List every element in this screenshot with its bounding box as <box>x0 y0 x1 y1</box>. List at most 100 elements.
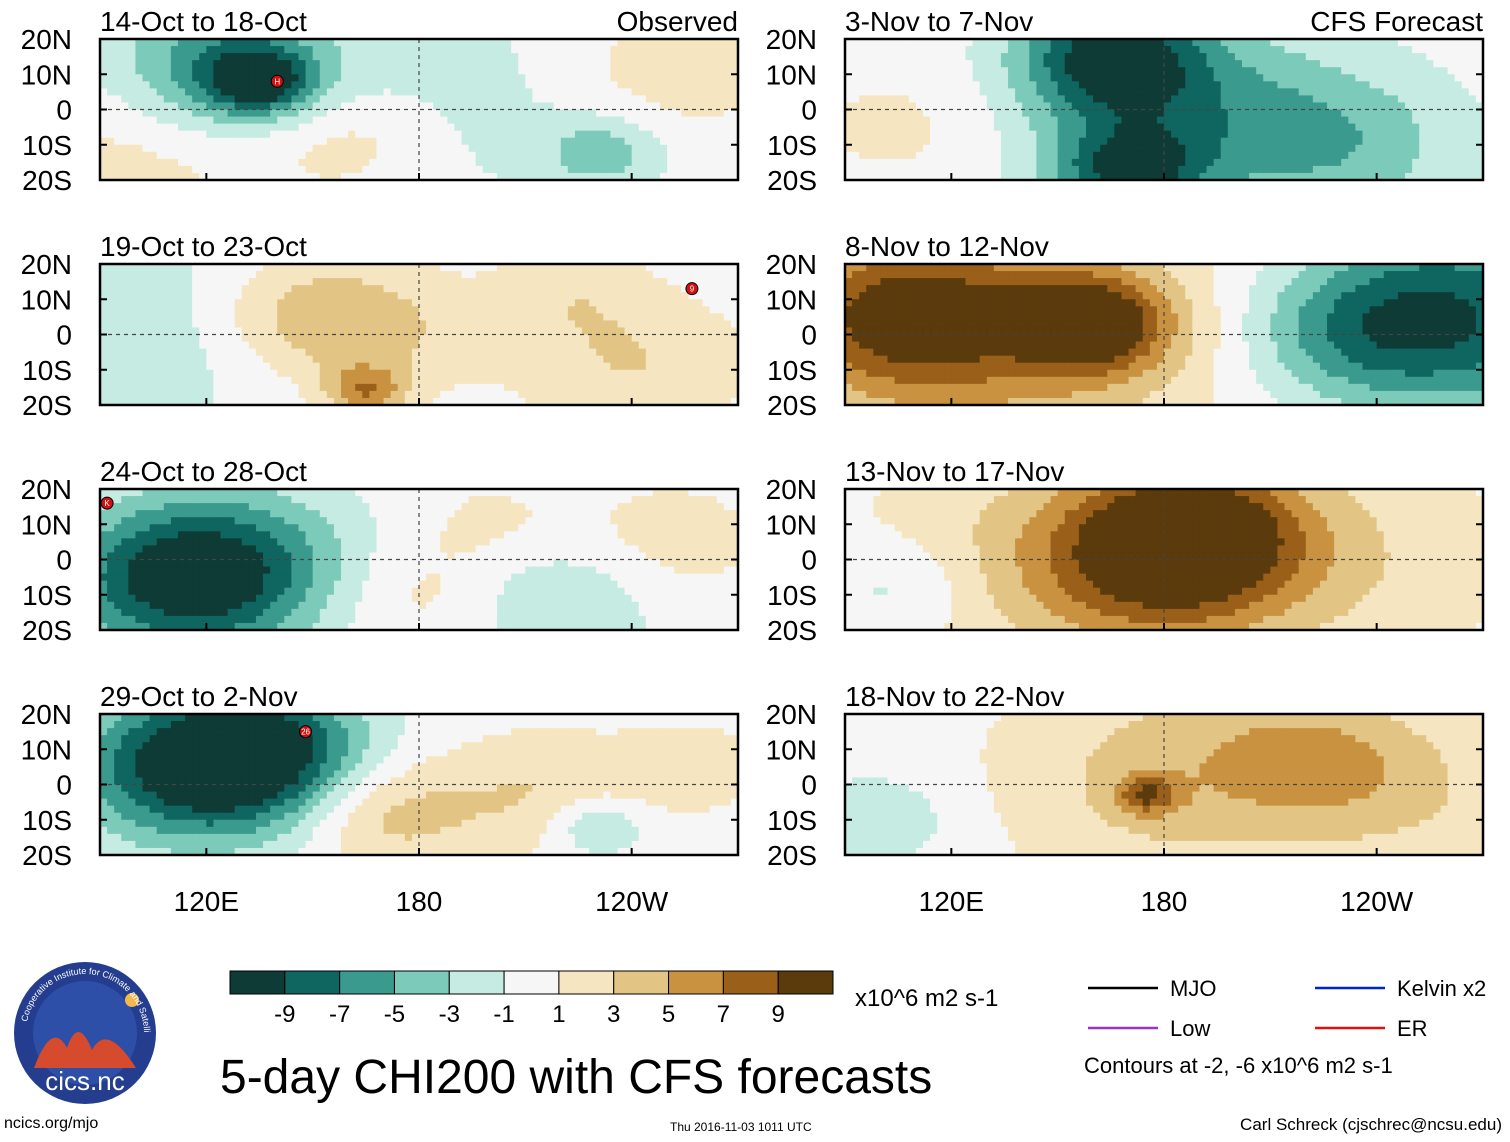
shade-cell <box>624 341 633 350</box>
shade-cell <box>475 144 484 153</box>
shade-cell <box>723 95 732 104</box>
shade-cell <box>560 39 569 47</box>
shade-cell <box>440 81 448 89</box>
shade-cell <box>589 341 597 350</box>
shade-cell <box>475 172 484 180</box>
shade-cell <box>341 88 349 96</box>
shade-cell <box>553 137 562 146</box>
shade-cell <box>333 95 342 104</box>
shade-cell <box>305 53 314 61</box>
shade-cell <box>482 158 491 167</box>
shade-cell <box>142 165 151 174</box>
shade-cell <box>553 172 562 180</box>
shade-cell <box>206 510 215 518</box>
shade-cell <box>199 137 207 146</box>
shade-cell <box>702 292 711 300</box>
shade-cell <box>504 538 512 546</box>
shade-cell <box>220 601 229 610</box>
shade-cell <box>496 517 505 525</box>
shade-cell <box>489 496 498 504</box>
shade-cell <box>348 158 356 167</box>
shade-cell <box>220 362 229 371</box>
shade-cell <box>553 292 562 300</box>
shade-cell <box>525 390 534 399</box>
shade-cell <box>355 615 363 624</box>
shade-cell <box>277 306 285 314</box>
shade-cell <box>121 102 129 111</box>
shade-cell <box>121 608 129 617</box>
shade-cell <box>376 552 385 561</box>
shade-cell <box>411 39 420 47</box>
shade-cell <box>213 383 222 392</box>
shade-cell <box>660 271 668 279</box>
shade-cell <box>206 383 215 392</box>
shade-cell <box>426 376 434 385</box>
shade-cell <box>397 566 406 575</box>
shade-cell <box>199 165 207 174</box>
shade-cell <box>390 369 399 378</box>
shade-cell <box>397 496 406 504</box>
shade-cell <box>284 116 292 125</box>
shade-cell <box>255 587 264 596</box>
shade-cell <box>468 320 477 329</box>
shade-cell <box>248 608 257 617</box>
shade-cell <box>461 622 470 630</box>
shade-cell <box>170 531 179 539</box>
shade-cell <box>730 313 738 321</box>
shade-cell <box>135 102 144 111</box>
shade-cell <box>496 559 505 568</box>
shade-cell <box>213 573 222 582</box>
shade-cell <box>447 559 456 568</box>
shade-cell <box>185 144 193 153</box>
shade-cell <box>624 109 633 118</box>
shade-cell <box>496 376 505 385</box>
shade-cell <box>553 376 562 385</box>
shade-cell <box>135 53 144 61</box>
shade-cell <box>241 573 250 582</box>
shade-cell <box>206 397 215 405</box>
shade-cell <box>227 334 236 343</box>
shade-cell <box>617 67 626 75</box>
shade-cell <box>177 158 186 167</box>
shade-cell <box>709 74 718 82</box>
shade-cell <box>383 292 392 300</box>
shade-cell <box>475 165 484 174</box>
shade-cell <box>114 615 122 624</box>
shade-cell <box>610 390 619 399</box>
shade-cell <box>411 123 420 132</box>
shade-cell <box>454 313 463 321</box>
shade-cell <box>688 53 697 61</box>
shade-cell <box>688 67 697 75</box>
shade-cell <box>461 292 470 300</box>
shade-cell <box>128 151 137 160</box>
shade-cell <box>206 151 215 160</box>
shade-cell <box>142 172 151 180</box>
shade-cell <box>582 39 590 47</box>
shade-cell <box>603 383 611 392</box>
shade-cell <box>645 158 654 167</box>
shade-cell <box>532 278 541 286</box>
shade-cell <box>610 53 619 61</box>
shade-cell <box>723 341 732 350</box>
shade-cell <box>376 172 385 180</box>
shade-cell <box>589 109 597 118</box>
shade-cell <box>730 299 738 307</box>
shade-cell <box>263 545 271 554</box>
shade-cell <box>539 489 548 497</box>
shade-cell <box>419 369 427 378</box>
shade-cell <box>369 489 378 497</box>
shade-cell <box>504 67 512 75</box>
shade-cell <box>482 60 491 68</box>
shade-cell <box>170 95 179 104</box>
shade-cell <box>206 524 215 532</box>
shade-cell <box>617 278 626 286</box>
shade-cell <box>454 39 463 47</box>
shade-cell <box>511 130 519 139</box>
shade-cell <box>468 116 477 125</box>
shade-cell <box>546 81 555 89</box>
shade-cell <box>518 538 526 546</box>
shade-cell <box>546 376 555 385</box>
shade-cell <box>546 109 555 118</box>
shade-cell <box>567 53 576 61</box>
shade-cell <box>100 313 108 321</box>
